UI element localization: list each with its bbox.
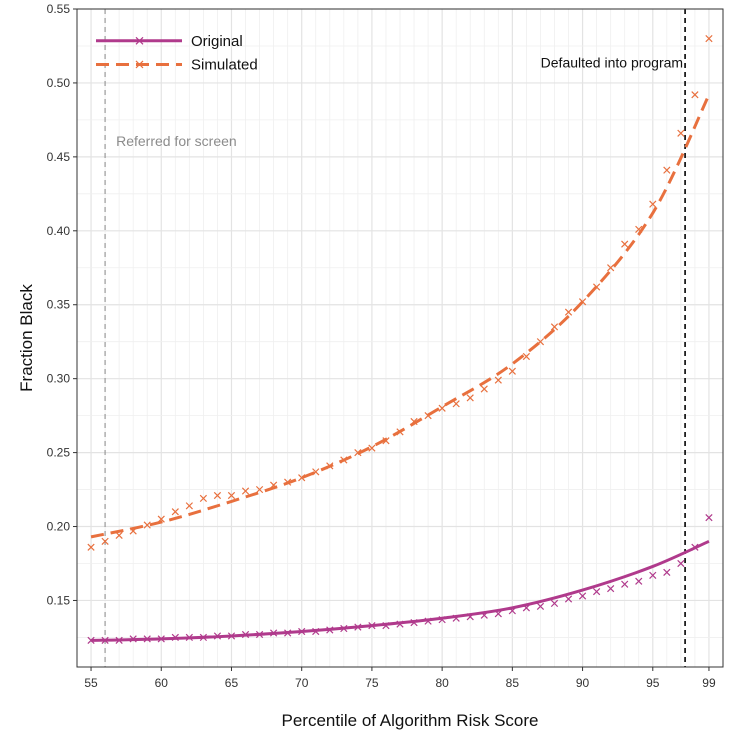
x-axis-title: Percentile of Algorithm Risk Score — [282, 711, 539, 730]
original-point — [550, 599, 559, 608]
x-tick-label: 70 — [295, 676, 309, 690]
original-point — [592, 587, 601, 596]
original-line — [91, 539, 710, 642]
original-point — [536, 602, 545, 610]
y-tick-label: 0.50 — [47, 76, 71, 90]
legend-label-original: Original — [191, 33, 243, 50]
simulated-point — [452, 400, 460, 408]
simulated-point — [494, 376, 502, 384]
axis-ticks: 55 60 65 70 75 80 85 90 95 99 0.15 0.20 0.25 0.30 0.35… — [47, 2, 716, 690]
simulated-point — [508, 367, 516, 375]
y-tick-label: 0.45 — [47, 150, 71, 164]
simulated-point — [438, 404, 446, 412]
x-tick-label: 80 — [435, 676, 449, 690]
simulated-point — [705, 34, 713, 43]
simulated-point — [171, 508, 179, 516]
y-tick-label: 0.55 — [47, 2, 71, 16]
simulated-point — [199, 494, 208, 503]
original-point — [663, 568, 671, 576]
simulated-point — [143, 521, 151, 529]
simulated-point — [691, 91, 699, 99]
simulated-point — [115, 531, 123, 540]
original-point — [677, 559, 685, 568]
x-tick-label: 95 — [646, 676, 660, 690]
original-point — [564, 595, 573, 603]
original-point — [705, 514, 713, 522]
simulated-point — [466, 394, 474, 402]
simulated-point — [677, 129, 685, 137]
y-tick-label: 0.30 — [47, 372, 71, 386]
y-axis-title: Fraction Black — [17, 284, 36, 392]
y-tick-label: 0.15 — [47, 593, 71, 607]
legend-label-simulated: Simulated — [191, 56, 258, 73]
series-original — [87, 514, 713, 645]
simulated-point — [87, 543, 95, 551]
referred-for-screen-label: Referred for screen — [116, 133, 237, 149]
simulated-line — [90, 94, 711, 539]
x-tick-label: 99 — [702, 676, 716, 690]
simulated-point — [213, 491, 222, 500]
x-tick-label: 60 — [155, 676, 169, 690]
series-simulated — [87, 34, 713, 551]
simulated-point — [663, 166, 671, 174]
simulated-point — [564, 308, 573, 316]
x-tick-label: 75 — [365, 676, 379, 690]
simulated-point — [185, 502, 193, 510]
x-tick-label: 55 — [84, 676, 98, 690]
y-tick-label: 0.40 — [47, 224, 71, 238]
legend: Original Simulated — [96, 33, 258, 73]
original-point — [578, 592, 587, 600]
x-tick-label: 90 — [576, 676, 590, 690]
defaulted-into-program-label: Defaulted into program — [541, 54, 683, 70]
legend-marker-simulated — [135, 60, 144, 69]
simulated-point — [621, 240, 629, 248]
original-point — [649, 571, 657, 579]
y-tick-label: 0.20 — [47, 520, 71, 534]
simulated-point — [227, 491, 236, 500]
series-layer — [87, 34, 713, 645]
simulated-point — [480, 385, 488, 393]
original-point — [607, 585, 615, 593]
original-point — [635, 577, 643, 585]
legend-marker-original — [135, 36, 144, 45]
simulated-point — [550, 323, 559, 331]
simulated-point — [522, 352, 531, 361]
original-point — [87, 636, 95, 645]
x-tick-label: 85 — [506, 676, 520, 690]
y-tick-label: 0.25 — [47, 446, 71, 460]
x-tick-label: 65 — [225, 676, 239, 690]
plot-frame — [76, 8, 724, 668]
simulated-point — [368, 444, 376, 452]
simulated-point — [101, 537, 109, 545]
threshold-lines — [104, 9, 686, 667]
simulated-point — [649, 200, 657, 208]
simulated-point — [241, 487, 250, 495]
original-point — [621, 580, 629, 588]
y-tick-label: 0.35 — [47, 298, 71, 312]
